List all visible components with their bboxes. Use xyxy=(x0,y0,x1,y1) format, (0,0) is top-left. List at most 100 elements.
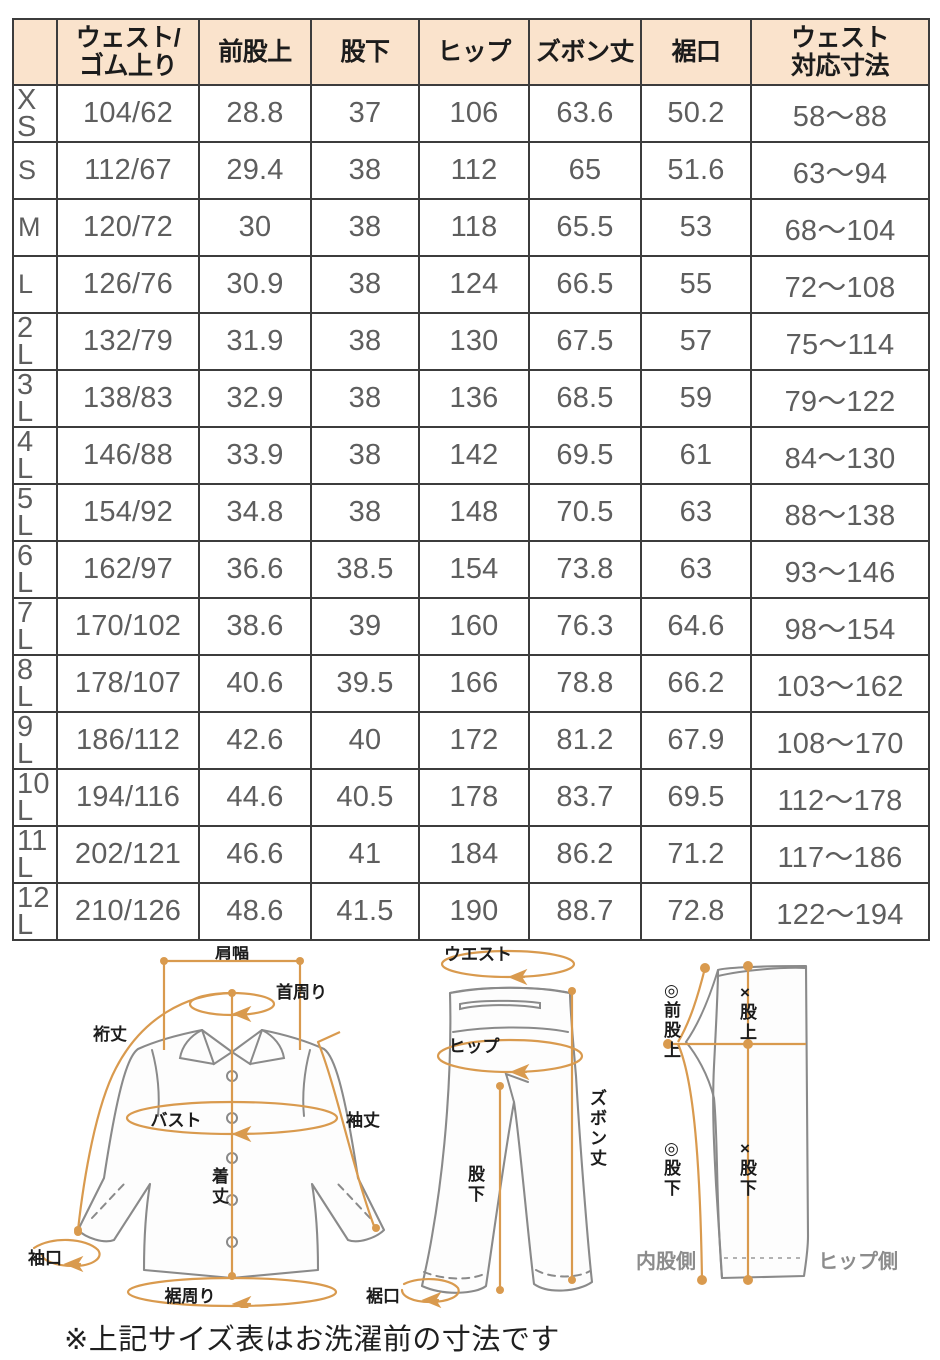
cell-hip: 184 xyxy=(418,825,530,884)
cell-hem: 63 xyxy=(640,483,752,542)
cell-inseam: 40.5 xyxy=(310,768,420,827)
rise-diagram: ◎ 前 股 上 × 股 上 ◎ 股 下 × 股 下 内股側 ヒップ側 xyxy=(636,961,898,1285)
table-row: 3 L 138/83 32.9 38 136 68.5 59 79〜122 xyxy=(12,369,930,428)
pants-diagram: ウエスト ヒップ ズ ボ ン 丈 股 下 裾口 xyxy=(365,946,607,1308)
cell-waist: 112/67 xyxy=(56,141,200,200)
pants-label-waist: ウエスト xyxy=(444,946,512,964)
cell-size: M xyxy=(12,198,58,257)
column-header-waist-fit-line1: ウェスト xyxy=(790,24,890,52)
cell-waist-fit: 98〜154 xyxy=(750,597,930,656)
cell-inseam: 38 xyxy=(310,141,420,200)
size-label-primary: 8 xyxy=(17,653,34,686)
cell-hem: 63 xyxy=(640,540,752,599)
cell-hem: 50.2 xyxy=(640,84,752,143)
cell-pants-length: 73.8 xyxy=(528,540,642,599)
jacket-label-hem-round: 裾周り xyxy=(164,1287,216,1306)
cell-hip: 106 xyxy=(418,84,530,143)
jacket-label-sleeve: 袖丈 xyxy=(345,1110,380,1130)
jacket-label-cuff: 袖口 xyxy=(27,1248,62,1268)
table-body: X S 104/62 28.8 37 106 63.6 50.2 58〜88 S 112/67 29.… xyxy=(12,83,930,941)
cell-front-rise: 44.6 xyxy=(198,768,312,827)
table-row: 11 L 202/121 46.6 41 184 86.2 71.2 117〜186 xyxy=(12,825,930,884)
column-header-hip-line1: ヒップ xyxy=(437,38,511,66)
cell-pants-length: 81.2 xyxy=(528,711,642,770)
column-header-hip: ヒップ xyxy=(418,18,530,86)
cell-front-rise: 31.9 xyxy=(198,312,312,371)
cell-waist: 138/83 xyxy=(56,369,200,428)
size-table-container: ウェスト/ ゴム上り 前股上 股下 ヒップ ズボン丈 裾口 xyxy=(12,18,930,941)
column-header-waist-fit: ウェスト 対応寸法 xyxy=(750,18,930,86)
cell-waist-fit: 103〜162 xyxy=(750,654,930,713)
cell-hem: 53 xyxy=(640,198,752,257)
cell-inseam: 38.5 xyxy=(310,540,420,599)
cell-inseam: 38 xyxy=(310,369,420,428)
cell-waist: 178/107 xyxy=(56,654,200,713)
cell-front-rise: 40.6 xyxy=(198,654,312,713)
column-header-front-rise: 前股上 xyxy=(198,18,312,86)
rise-label-front-rise-c0: ◎ xyxy=(664,981,679,1000)
cell-waist: 162/97 xyxy=(56,540,200,599)
size-label-secondary: L xyxy=(17,851,34,884)
jacket-label-bust: バスト xyxy=(151,1111,202,1130)
table-row: 9 L 186/112 42.6 40 172 81.2 67.9 108〜170 xyxy=(12,710,930,770)
rise-label-inseam-o-c2: 下 xyxy=(664,1179,681,1198)
size-label-secondary: L xyxy=(17,623,34,656)
size-label-primary: 2 xyxy=(17,311,34,344)
cell-pants-length: 68.5 xyxy=(528,369,642,428)
column-header-waist-fit-line2: 対応寸法 xyxy=(790,52,890,80)
size-label-primary: 10 xyxy=(17,767,50,800)
cell-inseam: 38 xyxy=(310,255,420,314)
cell-hem: 69.5 xyxy=(640,768,752,827)
cell-waist: 104/62 xyxy=(56,84,200,143)
cell-front-rise: 38.6 xyxy=(198,597,312,656)
cell-size: 11 L xyxy=(12,825,58,884)
size-label-primary: L xyxy=(18,269,34,299)
table-row: 2 L 132/79 31.9 38 130 67.5 57 75〜114 xyxy=(12,311,930,371)
size-label-secondary: L xyxy=(17,395,34,428)
cell-hip: 136 xyxy=(418,369,530,428)
table-row: 10 L 194/116 44.6 40.5 178 83.7 69.5 112〜178 xyxy=(12,767,930,827)
cell-waist-fit: 122〜194 xyxy=(750,882,930,941)
pants-label-length-c2: ボ xyxy=(590,1109,607,1128)
cell-waist-fit: 63〜94 xyxy=(750,141,930,200)
table-row: X S 104/62 28.8 37 106 63.6 50.2 58〜88 xyxy=(12,83,930,143)
cell-waist-fit: 84〜130 xyxy=(750,426,930,485)
cell-size: S xyxy=(12,141,58,200)
cell-hip: 178 xyxy=(418,768,530,827)
size-label-secondary: L xyxy=(17,566,34,599)
table-row: 4 L 146/88 33.9 38 142 69.5 61 84〜130 xyxy=(12,426,930,485)
cell-hem: 72.8 xyxy=(640,882,752,941)
cell-pants-length: 76.3 xyxy=(528,597,642,656)
cell-waist-fit: 117〜186 xyxy=(750,825,930,884)
cell-pants-length: 63.6 xyxy=(528,84,642,143)
column-header-waist-line1: ウェスト/ xyxy=(75,24,181,52)
rise-label-rise-x-c1: 股 xyxy=(740,1003,758,1022)
cell-front-rise: 32.9 xyxy=(198,369,312,428)
column-header-inseam: 股下 xyxy=(310,18,420,86)
cell-size: 10 L xyxy=(12,767,58,827)
cell-hip: 142 xyxy=(418,426,530,485)
size-label-secondary: S xyxy=(17,110,37,143)
cell-inseam: 37 xyxy=(310,84,420,143)
size-label-secondary: L xyxy=(17,680,34,713)
size-label-primary: M xyxy=(18,212,41,242)
rise-label-inseam-x-c1: 股 xyxy=(740,1159,758,1178)
footnote-washing-note: ※上記サイズ表はお洗濯前の寸法です xyxy=(64,1324,560,1356)
measurement-diagrams: .gl { fill:#fdfdfd; stroke:#8a8a8a; stro… xyxy=(0,946,940,1308)
cell-waist-fit: 108〜170 xyxy=(750,711,930,770)
cell-waist-fit: 88〜138 xyxy=(750,483,930,542)
column-header-front-rise-line1: 前股上 xyxy=(218,38,292,66)
size-label-primary: 7 xyxy=(17,596,34,629)
column-header-pants-length-line1: ズボン丈 xyxy=(535,38,635,66)
cell-hem: 67.9 xyxy=(640,711,752,770)
rise-label-hip-side: ヒップ側 xyxy=(818,1250,898,1273)
cell-waist-fit: 93〜146 xyxy=(750,540,930,599)
cell-hip: 160 xyxy=(418,597,530,656)
size-label-primary: X xyxy=(17,83,37,116)
size-label-primary: 9 xyxy=(17,710,34,743)
pants-label-inseam-c1: 股 xyxy=(468,1165,486,1184)
jacket-label-sleeve-yoke: 裄丈 xyxy=(93,1025,127,1044)
